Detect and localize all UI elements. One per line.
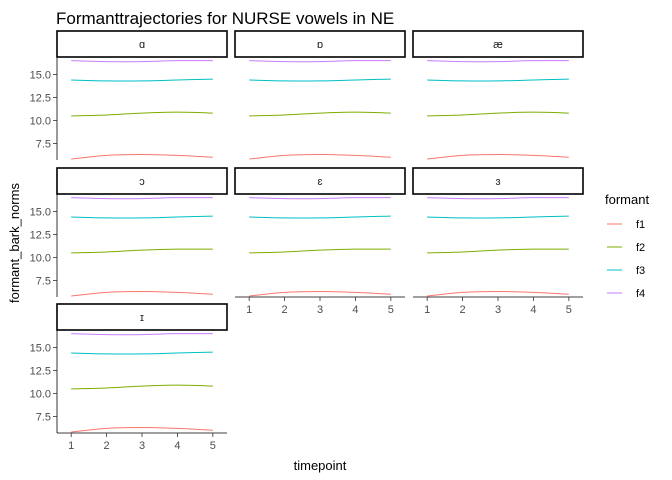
series-line-f3 — [71, 351, 213, 355]
x-tick-label: 1 — [246, 304, 252, 316]
x-tick-label: 3 — [139, 440, 145, 452]
x-tick-label: 2 — [460, 304, 466, 316]
facet-strip-label: ɒ — [317, 39, 323, 51]
facet-strip — [56, 303, 228, 331]
x-tick-label: 4 — [174, 440, 180, 452]
series-line-f2 — [71, 384, 213, 390]
series-line-f4 — [249, 197, 391, 200]
series-line-f4 — [249, 60, 391, 63]
x-tick-label: 1 — [424, 304, 430, 316]
series-line-f2 — [249, 248, 391, 254]
chart-title: Formanttrajectories for NURSE vowels in … — [56, 9, 394, 28]
legend-label-f2: f2 — [636, 242, 645, 254]
series-line-f1 — [71, 290, 213, 297]
facet-panel: ɒ — [234, 30, 406, 160]
facet-strip-label: ɪ — [140, 312, 144, 324]
series-line-f4 — [427, 60, 569, 63]
y-tick-label: 7.5 — [36, 411, 51, 423]
y-tick-label: 7.5 — [36, 275, 51, 287]
series-line-f3 — [71, 78, 213, 82]
series-line-f2 — [71, 248, 213, 254]
x-tick-label: 3 — [317, 304, 323, 316]
facet-strip — [412, 30, 584, 58]
y-tick-label: 7.5 — [36, 138, 51, 150]
series-line-f1 — [427, 153, 569, 160]
series-line-f1 — [71, 426, 213, 433]
facet-strip-label: æ — [493, 39, 503, 51]
facet-panel: ɪ 7.5 10.0 12.5 15.0 1 2 3 4 5 — [30, 303, 228, 452]
series-line-f4 — [71, 333, 213, 336]
x-tick-label: 4 — [352, 304, 358, 316]
y-tick-label: 12.5 — [30, 92, 51, 104]
facet-strip — [56, 167, 228, 195]
legend-title: formant — [605, 192, 649, 207]
x-axis-title: timepoint — [294, 458, 347, 473]
series-line-f3 — [71, 215, 213, 219]
x-tick-label: 1 — [68, 440, 74, 452]
series-line-f2 — [427, 248, 569, 254]
series-line-f4 — [71, 60, 213, 63]
series-line-f2 — [71, 111, 213, 117]
facet-panel: ɛ 1 2 3 4 5 — [234, 167, 406, 316]
x-tick-label: 5 — [210, 440, 216, 452]
y-axis-title: formant_bark_norms — [7, 183, 22, 303]
facet-strip — [234, 30, 406, 58]
series-line-f3 — [249, 215, 391, 219]
y-tick-label: 15.0 — [30, 206, 51, 218]
series-line-f2 — [427, 111, 569, 117]
legend-label-f1: f1 — [636, 219, 645, 231]
series-line-f1 — [427, 290, 569, 297]
x-tick-label: 4 — [530, 304, 536, 316]
facet-panel: ɜ 1 2 3 4 5 — [412, 167, 584, 316]
x-tick-label: 2 — [104, 440, 110, 452]
facet-panel: ɔ 7.5 10.0 12.5 15.0 — [30, 167, 228, 297]
y-tick-label: 10.0 — [30, 388, 51, 400]
facet-strip-label: ɛ — [317, 176, 322, 188]
x-tick-label: 3 — [495, 304, 501, 316]
facet-strip-label: ɔ — [139, 176, 145, 188]
series-line-f3 — [427, 78, 569, 82]
series-line-f1 — [249, 153, 391, 160]
y-tick-label: 15.0 — [30, 342, 51, 354]
y-tick-label: 10.0 — [30, 252, 51, 264]
series-line-f1 — [71, 153, 213, 160]
legend-label-f3: f3 — [636, 265, 645, 277]
series-line-f4 — [427, 197, 569, 200]
series-line-f3 — [427, 215, 569, 219]
legend-label-f4: f4 — [636, 288, 645, 300]
facet-strip — [412, 167, 584, 195]
y-tick-label: 15.0 — [30, 69, 51, 81]
facet-panels: ɑ 7.5 10.0 12.5 15.0 ɒ æ ɔ 7.5 10.0 12.5 15.0 ɛ 1 2 3 4 5… — [30, 30, 584, 452]
x-tick-label: 5 — [566, 304, 572, 316]
y-tick-label: 12.5 — [30, 365, 51, 377]
y-tick-label: 12.5 — [30, 229, 51, 241]
x-tick-label: 2 — [282, 304, 288, 316]
series-line-f4 — [71, 197, 213, 200]
facet-panel: æ — [412, 30, 584, 160]
facet-panel: ɑ 7.5 10.0 12.5 15.0 — [30, 30, 228, 160]
series-line-f1 — [249, 290, 391, 297]
facet-strip — [56, 30, 228, 58]
facet-strip-label: ɑ — [139, 39, 145, 51]
series-line-f2 — [249, 111, 391, 117]
x-tick-label: 5 — [388, 304, 394, 316]
series-line-f3 — [249, 78, 391, 82]
y-tick-label: 10.0 — [30, 115, 51, 127]
facet-strip — [234, 167, 406, 195]
legend: formant f1 f2 f3 f4 — [605, 192, 649, 300]
facet-strip-label: ɜ — [495, 176, 500, 188]
